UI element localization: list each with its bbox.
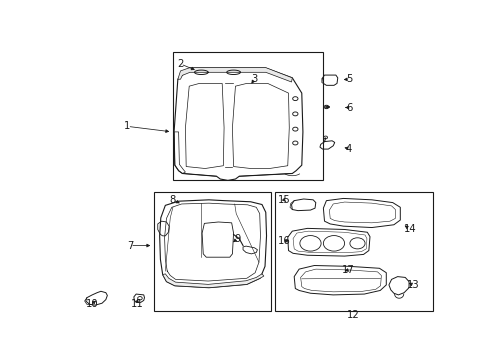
Text: 2: 2: [177, 59, 183, 69]
Bar: [154, 192, 271, 311]
Text: 3: 3: [251, 74, 257, 84]
Text: 9: 9: [234, 234, 240, 244]
Polygon shape: [178, 68, 292, 82]
Text: 16: 16: [277, 237, 290, 246]
Text: 15: 15: [277, 195, 290, 205]
Text: 12: 12: [346, 310, 359, 320]
Text: 1: 1: [124, 121, 130, 131]
Text: 13: 13: [407, 280, 419, 290]
Text: 7: 7: [127, 240, 133, 251]
Text: 4: 4: [346, 144, 351, 153]
Text: 10: 10: [86, 299, 98, 309]
Text: 8: 8: [169, 195, 176, 205]
Text: 11: 11: [130, 299, 143, 309]
Text: 5: 5: [345, 74, 352, 84]
Bar: [275, 192, 432, 311]
Text: 6: 6: [345, 103, 352, 113]
Bar: [173, 51, 322, 180]
Text: 17: 17: [341, 265, 354, 275]
Polygon shape: [163, 274, 264, 288]
Text: 14: 14: [403, 224, 415, 234]
